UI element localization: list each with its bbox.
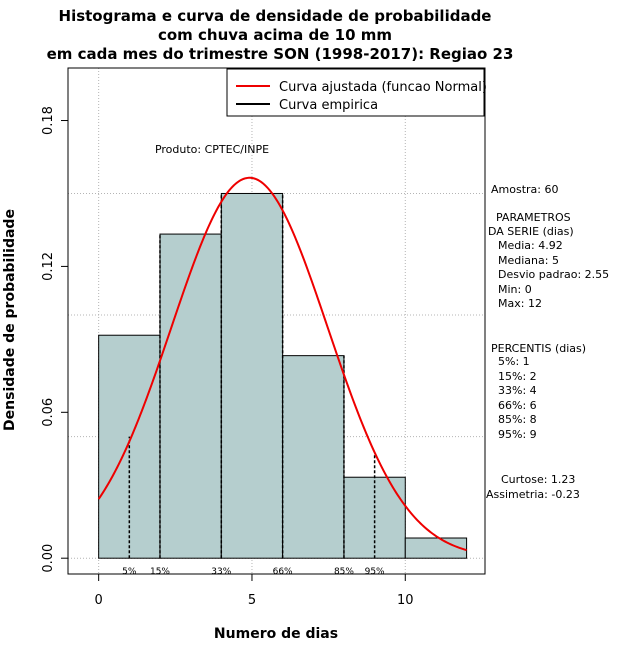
y-tick-label-0: 0.00: [41, 544, 56, 573]
stat-p95: 95%: 9: [498, 428, 537, 441]
y-tick-label-3: 0.18: [41, 106, 56, 135]
histogram-bar-3: [282, 355, 345, 559]
stat-min: Min: 0: [498, 283, 532, 296]
stat-percentis-title: PERCENTIS (dias): [491, 342, 586, 355]
x-axis-label: Numero de dias: [214, 626, 338, 642]
chart-title-line-2: com chuva acima de 10 mm: [158, 26, 392, 44]
y-tick-label-1: 0.06: [41, 398, 56, 427]
stat-p85: 85%: 8: [498, 413, 537, 426]
percentile-label-0: 5%: [122, 567, 137, 577]
legend-fitted-label: Curva ajustada (funcao Normal): [279, 80, 487, 95]
stat-mediana: Mediana: 5: [498, 254, 559, 267]
curve-layer: [97, 176, 467, 552]
percentile-label-5: 95%: [365, 567, 385, 577]
percentile-label-4: 85%: [334, 567, 354, 577]
fitted-normal-curve: [97, 176, 467, 552]
stat-desvio: Desvio padrao: 2.55: [498, 268, 609, 281]
legend: Curva ajustada (funcao Normal) Curva emp…: [226, 68, 487, 117]
legend-empirical-label: Curva empirica: [279, 98, 378, 113]
histogram-bar-5: [404, 537, 468, 559]
stat-p66: 66%: 6: [498, 399, 537, 412]
histogram-bar-2: [220, 192, 284, 559]
x-tick-label-2: 10: [397, 593, 414, 608]
percentile-label-2: 33%: [211, 567, 231, 577]
stat-media: Media: 4.92: [498, 239, 563, 252]
axis-layer: 0 5 10 0.00 0.06 0.12 0.18: [41, 106, 414, 608]
stat-params-title-2: DA SERIE (dias): [488, 225, 574, 238]
histogram-bar-1: [159, 233, 222, 559]
x-tick-label-1: 5: [248, 593, 256, 608]
stat-curtose: Curtose: 1.23: [501, 473, 575, 486]
chart-title-line-1: Histograma e curva de densidade de proba…: [59, 7, 492, 25]
x-tick-label-0: 0: [95, 593, 103, 608]
percentile-label-3: 66%: [273, 567, 293, 577]
chart-title-line-3: em cada mes do trimestre SON (1998-2017)…: [47, 45, 514, 63]
stat-p15: 15%: 2: [498, 370, 537, 383]
stat-amostra: Amostra: 60: [491, 183, 558, 196]
y-tick-label-2: 0.12: [41, 252, 56, 281]
stat-params-title-1: PARAMETROS: [496, 211, 571, 224]
stat-max: Max: 12: [498, 297, 542, 310]
percentile-layer: 5% 15% 33% 66% 85% 95%: [122, 193, 385, 577]
y-axis-label: Densidade de probabilidade: [2, 209, 18, 431]
stats-panel: Amostra: 60 PARAMETROS DA SERIE (dias) M…: [486, 183, 609, 501]
percentile-label-1: 15%: [150, 567, 170, 577]
stat-p33: 33%: 4: [498, 384, 537, 397]
product-annotation: Produto: CPTEC/INPE: [155, 143, 269, 156]
stat-p5: 5%: 1: [498, 355, 530, 368]
legend-box: [226, 68, 485, 117]
stat-assimetria: Assimetria: -0.23: [486, 488, 580, 501]
